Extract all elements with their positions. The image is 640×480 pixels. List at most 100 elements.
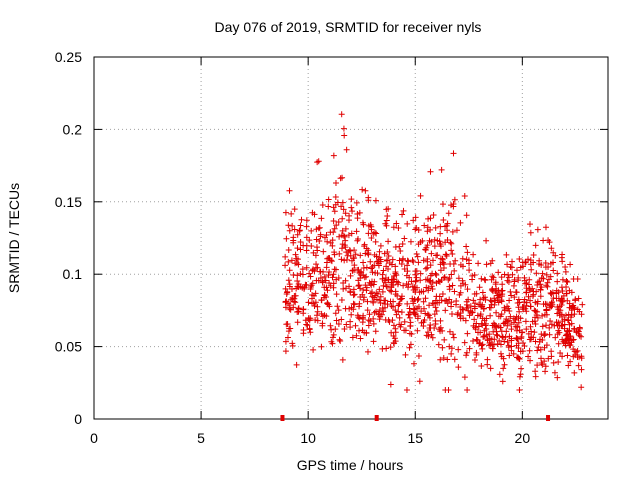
data-point bbox=[578, 366, 585, 373]
data-point bbox=[534, 281, 541, 288]
data-point bbox=[432, 317, 439, 324]
data-point bbox=[445, 387, 452, 394]
data-point bbox=[559, 276, 566, 283]
data-point bbox=[429, 257, 436, 264]
data-point bbox=[513, 267, 520, 274]
data-point bbox=[452, 257, 459, 264]
data-point bbox=[323, 284, 330, 291]
data-point bbox=[493, 309, 500, 316]
data-point bbox=[376, 286, 383, 293]
data-point bbox=[428, 331, 435, 338]
data-point bbox=[313, 226, 320, 233]
data-point bbox=[563, 332, 570, 339]
data-point bbox=[453, 301, 460, 308]
data-point bbox=[505, 342, 512, 349]
data-point bbox=[314, 308, 321, 315]
data-point bbox=[487, 260, 494, 267]
data-point bbox=[376, 316, 383, 323]
data-point bbox=[416, 378, 423, 385]
data-point bbox=[339, 215, 346, 222]
data-point bbox=[537, 286, 544, 293]
data-point bbox=[437, 230, 444, 237]
data-point bbox=[288, 210, 295, 217]
data-point bbox=[563, 278, 570, 285]
data-point bbox=[388, 303, 395, 310]
grid-lines bbox=[94, 57, 608, 419]
data-point bbox=[565, 311, 572, 318]
data-point bbox=[293, 361, 300, 368]
data-point bbox=[337, 175, 344, 182]
data-point bbox=[453, 227, 460, 234]
data-point bbox=[389, 256, 396, 263]
data-point bbox=[338, 111, 345, 118]
data-point bbox=[567, 261, 574, 268]
data-point bbox=[421, 305, 428, 312]
data-point bbox=[566, 321, 573, 328]
data-point bbox=[415, 259, 422, 266]
data-point bbox=[561, 316, 568, 323]
data-point bbox=[437, 317, 444, 324]
data-point bbox=[509, 271, 516, 278]
data-point bbox=[414, 315, 421, 322]
data-point bbox=[357, 271, 364, 278]
data-point bbox=[574, 275, 581, 282]
data-point bbox=[405, 281, 412, 288]
data-point bbox=[347, 324, 354, 331]
data-point bbox=[300, 330, 307, 337]
data-point bbox=[400, 282, 407, 289]
data-point bbox=[286, 325, 293, 332]
data-point bbox=[302, 281, 309, 288]
data-point bbox=[558, 301, 565, 308]
x-tick-label: 10 bbox=[300, 430, 316, 446]
data-point bbox=[369, 269, 376, 276]
data-point bbox=[540, 237, 547, 244]
data-point bbox=[505, 305, 512, 312]
data-point bbox=[433, 307, 440, 314]
data-point bbox=[340, 285, 347, 292]
data-point bbox=[297, 222, 304, 229]
data-point bbox=[461, 374, 468, 381]
data-point bbox=[347, 318, 354, 325]
data-point bbox=[330, 331, 337, 338]
data-point bbox=[462, 317, 469, 324]
data-point bbox=[440, 264, 447, 271]
data-point bbox=[341, 325, 348, 332]
data-point bbox=[506, 333, 513, 340]
data-point bbox=[348, 204, 355, 211]
data-point bbox=[342, 237, 349, 244]
data-point bbox=[477, 311, 484, 318]
data-point bbox=[422, 265, 429, 272]
data-point bbox=[565, 362, 572, 369]
data-point bbox=[380, 282, 387, 289]
data-point bbox=[350, 300, 357, 307]
data-point bbox=[387, 381, 394, 388]
data-point bbox=[398, 309, 405, 316]
data-point bbox=[543, 282, 550, 289]
data-point bbox=[354, 215, 361, 222]
data-point bbox=[364, 298, 371, 305]
data-point bbox=[512, 289, 519, 296]
data-point bbox=[531, 318, 538, 325]
data-point bbox=[548, 245, 555, 252]
data-point bbox=[484, 337, 491, 344]
data-point bbox=[437, 356, 444, 363]
data-point bbox=[349, 267, 356, 274]
data-point bbox=[373, 230, 380, 237]
data-point bbox=[294, 245, 301, 252]
data-point bbox=[518, 365, 525, 372]
data-point bbox=[527, 221, 534, 228]
data-point bbox=[441, 336, 448, 343]
data-point bbox=[407, 238, 414, 245]
data-point bbox=[424, 276, 431, 283]
data-point bbox=[299, 271, 306, 278]
data-point bbox=[286, 283, 293, 290]
data-point bbox=[414, 327, 421, 334]
data-point bbox=[405, 311, 412, 318]
data-point bbox=[460, 306, 467, 313]
data-point bbox=[337, 337, 344, 344]
data-point bbox=[516, 255, 523, 262]
data-point bbox=[449, 228, 456, 235]
data-point bbox=[338, 256, 345, 263]
data-point bbox=[482, 322, 489, 329]
data-point bbox=[299, 266, 306, 273]
